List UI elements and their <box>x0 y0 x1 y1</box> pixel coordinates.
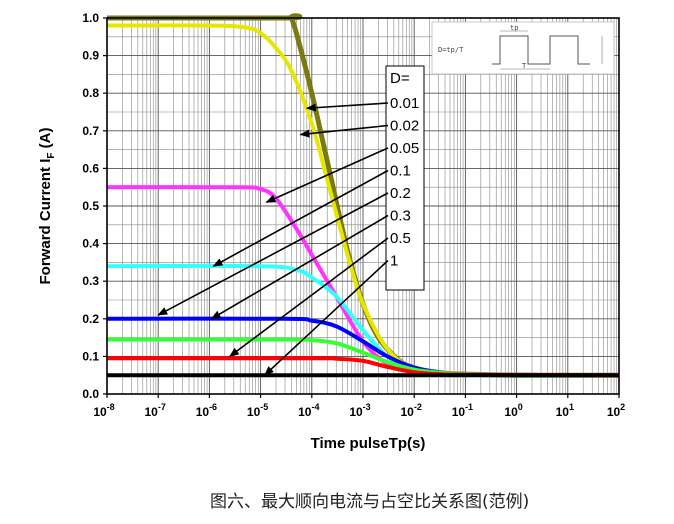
x-axis-title: Time pulseTp(s) <box>311 435 426 452</box>
arrow-d-0.2 <box>157 192 389 316</box>
duty-cycle-labels: D= 0.01 0.02 0.05 0.1 0.2 0.3 0.5 1 <box>385 65 425 291</box>
y-tick-label: 0.8 <box>82 86 99 100</box>
y-tick-label: 0.1 <box>82 349 99 363</box>
duty-label-0.1: 0.1 <box>390 163 411 180</box>
y-tick-label: 0.6 <box>82 161 99 175</box>
legend-title: D= <box>390 70 410 87</box>
inset-tp-label: tp <box>510 24 518 32</box>
duty-label-1: 1 <box>390 253 398 270</box>
arrow-d-0.5 <box>228 237 389 358</box>
x-tick-label: 100 <box>504 402 522 419</box>
duty-label-0.05: 0.05 <box>390 140 419 157</box>
grid <box>106 18 619 394</box>
duty-label-0.2: 0.2 <box>390 185 411 202</box>
label-arrows <box>157 102 389 376</box>
x-tick-label: 10-3 <box>349 402 370 419</box>
arrow-d-1 <box>263 259 389 376</box>
y-tick-label: 0.7 <box>82 124 99 138</box>
y-axis-title: Forward Current IF (A) <box>37 128 57 285</box>
duty-label-0.3: 0.3 <box>390 208 411 225</box>
x-tick-label: 102 <box>607 402 625 419</box>
y-tick-label: 1.0 <box>82 11 99 25</box>
duty-label-0.01: 0.01 <box>390 95 419 112</box>
x-tick-label: 10-2 <box>401 402 422 419</box>
arrow-d-0.1 <box>212 169 389 267</box>
inset-T-label: T <box>522 62 527 70</box>
legend-box <box>385 65 425 291</box>
inset-box <box>431 21 615 75</box>
duty-label-0.5: 0.5 <box>390 230 411 247</box>
y-tick-label: 0.2 <box>82 312 99 326</box>
arrow-d-0.01 <box>305 102 389 112</box>
y-tick-label: 0.9 <box>82 49 99 63</box>
axes: 10-8 10-7 10-6 10-5 10-4 10-3 10-2 10-1 100 101 10… <box>37 11 625 452</box>
arrow-d-0.02 <box>299 124 389 138</box>
inset-formula: D=tp/T <box>438 46 464 54</box>
x-tick-label: 10-6 <box>196 402 217 419</box>
y-tick-label: 0.0 <box>82 387 99 401</box>
y-tick-label: 0.5 <box>82 199 99 213</box>
x-tick-label: 10-4 <box>298 402 319 419</box>
duty-cycle-inset: D=tp/T tp T <box>431 21 615 75</box>
x-tick-label: 10-8 <box>93 402 114 419</box>
arrow-d-0.05 <box>265 147 389 203</box>
y-tick-label: 0.4 <box>82 237 99 251</box>
x-tick-label: 101 <box>556 402 574 419</box>
figure-caption: 图六、最大顺向电流与占空比关系图(范例) <box>210 492 530 512</box>
arrow-d-0.3 <box>210 214 389 320</box>
inset-waveform <box>492 35 590 65</box>
duty-label-0.02: 0.02 <box>390 118 419 135</box>
y-tick-label: 0.3 <box>82 274 99 288</box>
x-tick-label: 10-1 <box>452 402 473 419</box>
series-lines <box>106 13 620 378</box>
x-tick-label: 10-7 <box>145 402 166 419</box>
x-tick-label: 10-5 <box>247 402 268 419</box>
